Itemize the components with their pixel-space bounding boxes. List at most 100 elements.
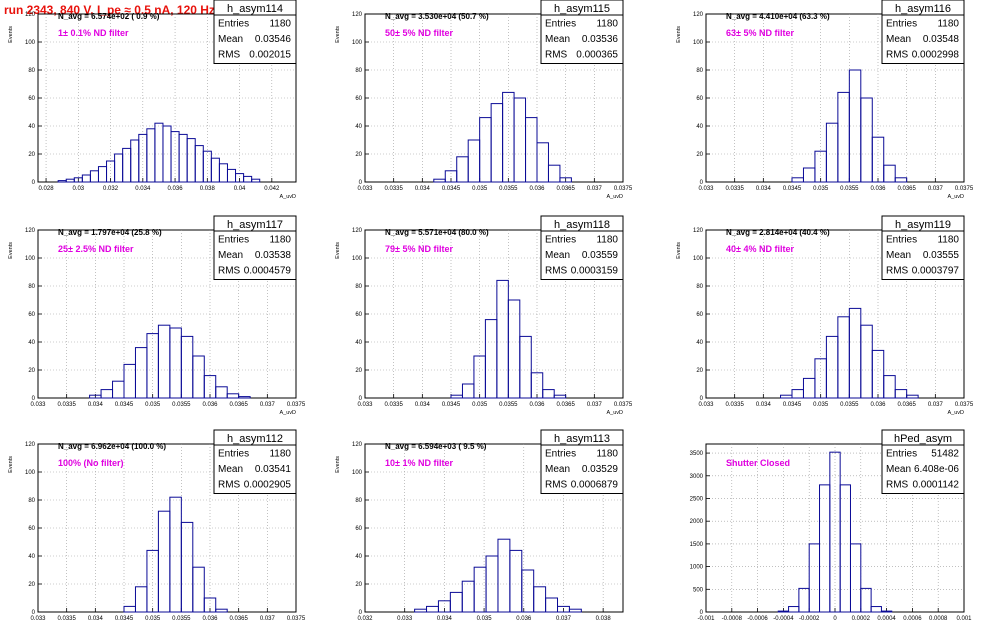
x-tick-label: 0.0345 [783, 186, 802, 192]
n-avg-label: N_avg = 4.410e+04 (63.3 %) [726, 12, 830, 21]
x-tick-label: 0.038 [596, 616, 612, 622]
n-avg-label: N_avg = 6.594e+03 ( 9.5 %) [385, 442, 487, 451]
histogram-bar [871, 349, 885, 399]
histogram-bar [170, 131, 180, 183]
x-tick-label: 0.0355 [172, 616, 191, 622]
y-axis-label: Events [676, 26, 682, 43]
y-tick-label: 20 [696, 152, 703, 158]
stat-value: 0.0003159 [571, 266, 619, 277]
y-tick-label: 0 [359, 180, 363, 186]
y-tick-label: 100 [352, 40, 363, 46]
x-tick-label: 0.035 [813, 402, 829, 408]
histogram-bar [169, 496, 182, 613]
y-tick-label: 40 [355, 124, 362, 130]
histogram-bar [65, 178, 75, 183]
stat-label: Mean [545, 34, 570, 45]
histogram-bar [848, 307, 862, 399]
x-tick-label: 0.0375 [287, 616, 306, 622]
histogram-bar [509, 549, 523, 613]
n-avg-label: N_avg = 2.814e+04 (40.4 %) [726, 228, 830, 237]
stat-value: 6.408e-06 [914, 464, 959, 475]
x-tick-label: 0.0345 [115, 616, 134, 622]
stats-box [881, 215, 965, 280]
y-tick-label: 60 [28, 526, 35, 532]
stat-value: 0.002015 [249, 50, 291, 61]
y-tick-label: 0 [32, 610, 36, 616]
stat-value: 1180 [269, 449, 291, 460]
histogram-bar [218, 163, 228, 183]
y-tick-label: 40 [28, 554, 35, 560]
y-tick-label: 20 [28, 582, 35, 588]
filter-annotation: 25± 2.5% ND filter [58, 244, 134, 254]
y-tick-label: 20 [696, 368, 703, 374]
histogram-bar [484, 319, 498, 399]
stat-value: 1180 [596, 19, 618, 30]
histogram-bar [825, 335, 839, 399]
x-axis-label: A_uvD [606, 410, 623, 416]
y-tick-label: 100 [25, 256, 36, 262]
histogram-bar [97, 166, 108, 183]
x-tick-label: 0.032 [357, 616, 373, 622]
x-tick-label: 0.0335 [384, 186, 403, 192]
histogram-bar [513, 97, 527, 183]
x-tick-label: 0.0365 [556, 402, 575, 408]
x-tick-label: 0.0355 [840, 186, 859, 192]
y-tick-label: 100 [693, 40, 704, 46]
stats-box [881, 0, 965, 64]
y-tick-label: 60 [28, 96, 35, 102]
stat-value: 1180 [596, 449, 618, 460]
y-tick-label: 3500 [690, 451, 704, 457]
histogram-bar [251, 178, 261, 183]
filter-annotation: 63± 5% ND filter [726, 28, 794, 38]
y-tick-label: 60 [355, 312, 362, 318]
histogram-bar [192, 566, 205, 613]
histogram-bar [860, 97, 873, 183]
histogram-bar [894, 389, 908, 399]
stat-value: 1180 [596, 235, 618, 246]
x-tick-label: 0.0345 [442, 402, 461, 408]
stat-label: RMS [886, 266, 909, 277]
histogram-bar [553, 394, 567, 399]
histogram-bar [860, 587, 872, 613]
x-tick-label: 0.0335 [57, 402, 76, 408]
x-tick-label: 0.03 [72, 186, 84, 192]
histogram-bar [825, 122, 839, 183]
stat-label: Entries [545, 19, 576, 30]
histogram-name: h_asym113 [554, 433, 610, 445]
stat-label: Entries [886, 19, 917, 30]
histogram-bar [479, 117, 492, 183]
histogram-bar [122, 147, 132, 183]
histogram-panel-h_asym117: 0.033 0.0335 0.034 0.0345 0.035 0.0355 0.036 0.… [8, 215, 306, 416]
x-tick-label: 0.0335 [384, 402, 403, 408]
histogram-bar [194, 145, 204, 183]
stats-box [540, 215, 624, 280]
y-tick-label: 60 [696, 96, 703, 102]
stat-value: 0.0004579 [244, 266, 292, 277]
x-tick-label: 0.0345 [442, 186, 461, 192]
histogram-bar [426, 605, 439, 613]
stat-label: Entries [545, 449, 576, 460]
x-tick-label: 0.0006 [903, 616, 922, 622]
x-tick-label: 0.037 [587, 186, 603, 192]
x-tick-label: 0.035 [472, 402, 488, 408]
y-tick-label: 20 [28, 368, 35, 374]
stats-box [540, 429, 624, 494]
histogram-bar [146, 549, 159, 613]
histogram-bar [777, 610, 790, 613]
x-tick-label: 0.033 [698, 402, 714, 408]
histogram-bar [226, 393, 240, 399]
y-tick-label: 80 [28, 68, 35, 74]
y-tick-label: 100 [693, 256, 704, 262]
y-tick-label: 120 [352, 228, 363, 234]
x-tick-label: 0.0002 [852, 616, 871, 622]
x-tick-label: 0.037 [260, 616, 276, 622]
x-axis-label: A_uvD [947, 194, 964, 200]
x-tick-label: 0.037 [928, 186, 944, 192]
stat-label: Entries [218, 19, 249, 30]
histogram-bar [57, 180, 67, 183]
x-tick-label: 0.032 [103, 186, 119, 192]
histogram-name: h_asym117 [227, 219, 283, 231]
x-tick-label: 0.0335 [725, 186, 744, 192]
stats-box [881, 429, 965, 494]
x-tick-label: -0.001 [697, 616, 715, 622]
